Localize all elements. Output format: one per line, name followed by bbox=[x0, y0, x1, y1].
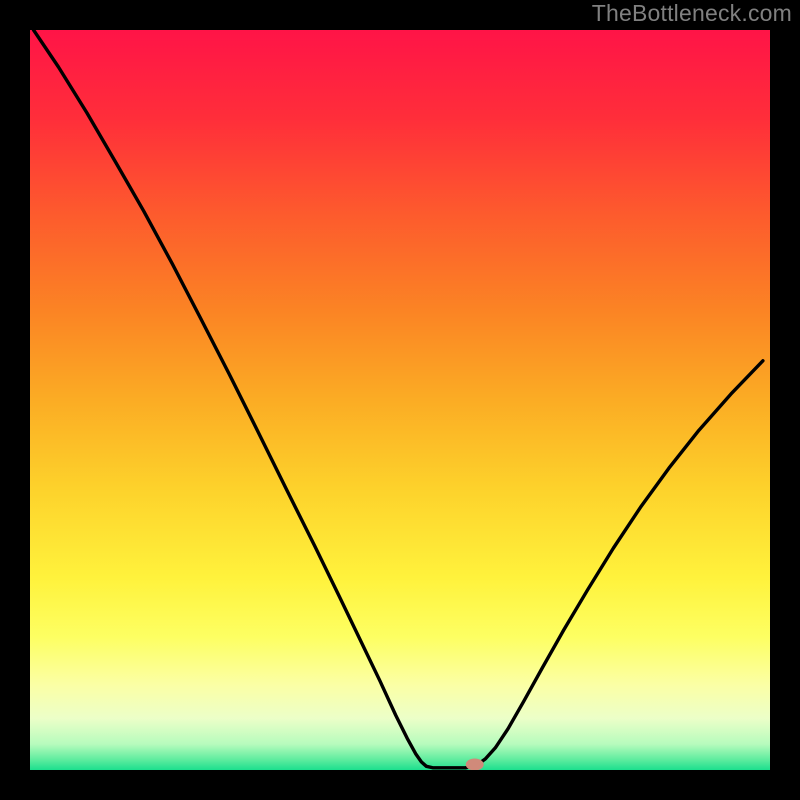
gradient-panel bbox=[30, 30, 770, 770]
optimum-marker bbox=[466, 758, 484, 770]
bottleneck-chart bbox=[0, 0, 800, 800]
chart-container: TheBottleneck.com bbox=[0, 0, 800, 800]
